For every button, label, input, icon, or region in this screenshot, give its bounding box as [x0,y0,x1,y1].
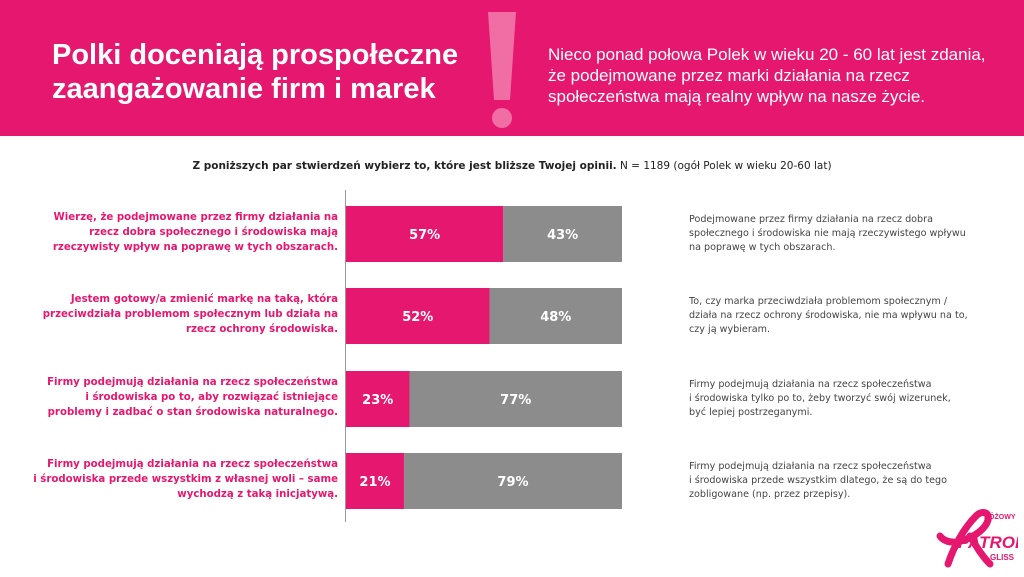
data-label-agree: 23% [362,393,393,408]
data-label-other: 77% [500,393,531,408]
statement-line: wychodzą z taką inicjatywą. [177,489,338,500]
statement-line: i środowiska tylko po to, żeby tworzyć s… [689,393,951,404]
bar-other [489,288,622,344]
data-label-other: 79% [497,475,528,490]
statement-other: Firmy podejmują działania na rzecz społe… [689,460,989,502]
title-line: Polki doceniają prospołeczne [52,39,459,71]
statement-line: przeciwdziała problemom społecznym lub d… [42,309,338,320]
bar-agree [346,206,504,262]
statement-line: Jestem gotowy/a zmienić markę na taką, k… [70,294,338,305]
statement-line: być lepiej postrzeganymi. [689,407,813,418]
statement-line: i środowiska przede wszystkim z własnej … [33,474,338,485]
statement-line: Wierzę, że podejmowane przez firmy dział… [53,212,338,223]
bar-agree [346,371,410,427]
subtitle-line: że podejmowane przez marki działania na … [548,66,910,85]
sample-note: N = 1189 (ogół Polek w wieku 20-60 lat) [616,160,832,172]
statement-line: rzeczywisty wpływ na poprawę w tych obsz… [52,242,338,253]
statement-line: problemy i zadbać o stan środowiska natu… [47,407,338,418]
pink-ribbon-icon [936,509,994,568]
statement-line: zobligowane (np. przez przepisy). [689,489,851,500]
statement-other: To, czy marka przeciwdziała problemom sp… [689,295,989,337]
statement-other: Firmy podejmują działania na rzecz społe… [689,378,989,420]
statement-line: rzecz ochrony środowiska. [186,324,338,335]
statement-line: społecznego i środowiska nie mają rzeczy… [689,228,966,239]
data-label-agree: 52% [402,310,433,325]
statement-line: i środowiska po to, aby rozwiązać istnie… [85,392,338,403]
statement-line: czy ją wybieram. [689,324,771,335]
statement-line: Firmy podejmują działania na rzecz społe… [47,377,338,388]
logo-main-text: PATROL [958,533,1018,552]
header-subtitle: Nieco ponad połowa Polek w wieku 20 - 60… [548,44,1018,107]
logo-sub-text: GLISS [990,553,1015,562]
data-label-other: 48% [540,310,571,325]
title-line: zaangażowanie firm i marek [52,73,436,105]
rozowy-patrol-logo: RÓŻOWY PATROL GLISS [936,509,1018,568]
question-text: Z poniższych par stwierdzeń wybierz to, … [192,160,617,172]
bar-other [403,453,622,509]
statement-line: działa na rzecz ochrony środowiska, nie … [689,310,968,321]
subtitle-line: społeczeństwa mają realny wpływ na nasze… [548,87,926,106]
subtitle-line: Nieco ponad połowa Polek w wieku 20 - 60… [548,45,986,64]
statement-agree: Firmy podejmują działania na rzecz społe… [28,375,338,420]
statement-line: Podejmowane przez firmy działania na rze… [689,214,933,225]
statement-agree: Jestem gotowy/a zmienić markę na taką, k… [28,292,338,337]
bar-other [503,206,622,262]
statement-line: rzecz dobra społecznego i środowiska maj… [89,227,338,238]
header-banner: Polki doceniają prospołeczne zaangażowan… [0,0,1024,136]
data-label-agree: 57% [409,228,440,243]
statement-agree: Wierzę, że podejmowane przez firmy dział… [28,210,338,255]
statement-other: Podejmowane przez firmy działania na rze… [689,213,989,255]
stacked-bar-chart: 57% 43% 52% 48% 23% 77% 21% 79% [345,190,622,522]
data-label-agree: 21% [359,475,390,490]
bar-agree [346,288,490,344]
statement-line: Firmy podejmują działania na rzecz społe… [47,459,338,470]
statement-agree: Firmy podejmują działania na rzecz społe… [28,457,338,502]
statement-line: i środowiska przede wszystkim dlatego, ż… [689,475,947,486]
data-label-other: 43% [547,228,578,243]
bar-agree [346,453,404,509]
statement-line: Firmy podejmują działania na rzecz społe… [689,461,932,472]
exclamation-icon [488,12,516,128]
statement-line: Firmy podejmują działania na rzecz społe… [689,379,932,390]
logo-small-text: RÓŻOWY [984,512,1016,521]
page-title: Polki doceniają prospołeczne zaangażowan… [52,38,492,106]
survey-question: Z poniższych par stwierdzeń wybierz to, … [0,160,1024,172]
bar-other [409,371,622,427]
statement-line: na poprawę w tych obszarach. [689,242,836,253]
statement-line: To, czy marka przeciwdziała problemom sp… [689,296,948,307]
